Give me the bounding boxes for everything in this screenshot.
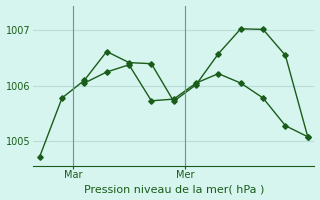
X-axis label: Pression niveau de la mer( hPa ): Pression niveau de la mer( hPa ) bbox=[84, 184, 264, 194]
